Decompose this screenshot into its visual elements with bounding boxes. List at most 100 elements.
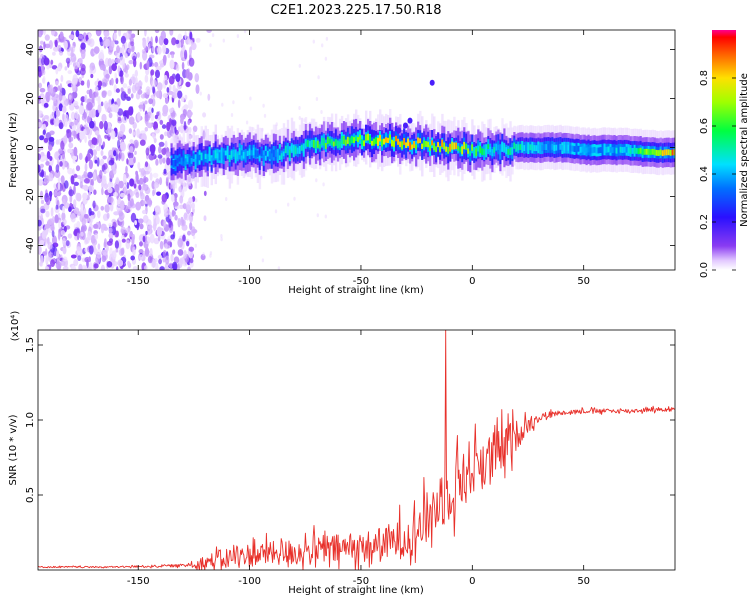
ridge-cell	[310, 139, 314, 147]
noise-cell	[51, 111, 55, 116]
ridge-cell	[174, 159, 177, 167]
noise-cell	[159, 134, 164, 140]
noise-cell	[154, 128, 160, 134]
noise-cell	[103, 120, 108, 131]
noise-cell	[122, 173, 127, 184]
noise-cell	[128, 116, 135, 125]
colorbar-label: Normalized spectral amplitude	[739, 73, 750, 227]
noise-cell	[191, 202, 195, 210]
noise-cell	[144, 30, 147, 37]
ridge-cell	[625, 146, 628, 153]
ridge-cell	[320, 137, 324, 146]
noise-cell	[121, 59, 125, 70]
noise-cell	[120, 141, 126, 151]
noise-cell	[55, 164, 60, 173]
noise-cell	[49, 191, 52, 202]
noise-cell	[317, 75, 320, 80]
ridge-cell	[346, 136, 350, 144]
ridge-cell	[300, 144, 304, 151]
noise-cell	[179, 257, 185, 265]
noise-cell	[180, 116, 184, 125]
noise-cell	[38, 219, 42, 227]
noise-cell	[189, 46, 192, 56]
ridge-cell	[290, 144, 294, 152]
noise-cell	[175, 73, 181, 83]
ridge-cell	[184, 158, 187, 167]
noise-cell	[182, 234, 186, 242]
noise-cell	[182, 185, 188, 192]
colorbar-tick-label: 0.2	[699, 214, 710, 230]
ridge-cell	[387, 137, 390, 143]
noise-cell	[63, 40, 68, 50]
snr-x-axis: -150 -100 -50 0 50	[127, 330, 590, 587]
ridge-cell	[186, 156, 189, 162]
noise-cell	[40, 213, 43, 222]
noise-cell	[125, 239, 131, 250]
noise-cell	[147, 166, 152, 173]
noise-cell	[40, 146, 44, 151]
noise-cell	[117, 259, 124, 267]
noise-cell	[127, 30, 133, 34]
noise-cell	[58, 231, 61, 241]
ridge-cell	[615, 147, 618, 154]
noise-cell	[192, 235, 196, 240]
noise-cell	[155, 69, 160, 79]
noise-cell	[58, 219, 62, 230]
ridge-cell	[555, 144, 558, 151]
ridge-cell	[463, 141, 466, 150]
noise-cell	[159, 119, 164, 125]
noise-cell	[260, 235, 263, 240]
noise-cell	[132, 246, 136, 256]
noise-cell	[166, 87, 170, 93]
ridge-cell	[248, 148, 252, 156]
ridge-cell	[316, 140, 320, 148]
noise-cell	[76, 192, 82, 202]
noise-cell	[119, 123, 126, 134]
noise-cell	[78, 105, 85, 115]
ridge-cell	[573, 146, 576, 152]
noise-cell	[55, 109, 61, 117]
noise-cell	[174, 196, 177, 203]
noise-cell	[195, 198, 198, 203]
noise-cell	[108, 149, 114, 159]
ridge-cell	[423, 140, 426, 148]
noise-cell	[108, 238, 114, 244]
noise-cell	[100, 205, 105, 211]
ridge-cell	[206, 154, 209, 163]
ridge-cell	[591, 147, 594, 154]
noise-cell	[53, 46, 59, 52]
noise-cell	[128, 106, 134, 116]
noise-cell	[101, 187, 104, 196]
noise-cell	[45, 91, 50, 102]
noise-cell	[165, 151, 172, 158]
noise-cell	[38, 82, 42, 89]
noise-cell	[316, 213, 319, 218]
noise-cell	[100, 150, 104, 156]
noise-cell	[71, 77, 78, 86]
noise-cell	[151, 79, 157, 88]
noise-cell	[114, 72, 117, 79]
ridge-cell	[587, 146, 590, 153]
ridge-cell	[535, 145, 538, 152]
noise-cell	[127, 260, 131, 267]
noise-cell	[114, 240, 119, 249]
noise-cell	[162, 111, 168, 117]
noise-cell	[186, 240, 190, 247]
noise-cell	[115, 180, 119, 185]
snr-background	[38, 330, 675, 570]
ridge-cell	[355, 135, 358, 141]
noise-cell	[164, 140, 168, 149]
ridge-cell	[617, 146, 620, 153]
ridge-cell	[531, 144, 534, 151]
noise-cell	[86, 153, 91, 162]
noise-cell	[106, 261, 113, 268]
noise-cell	[128, 128, 133, 134]
ridge-cell	[475, 148, 478, 157]
noise-cell	[78, 34, 84, 40]
ridge-cell	[170, 158, 173, 166]
noise-cell	[321, 43, 324, 48]
noise-cell	[124, 73, 129, 78]
noise-cell	[91, 93, 95, 104]
noise-cell	[220, 234, 223, 238]
ridge-cell	[268, 151, 272, 160]
